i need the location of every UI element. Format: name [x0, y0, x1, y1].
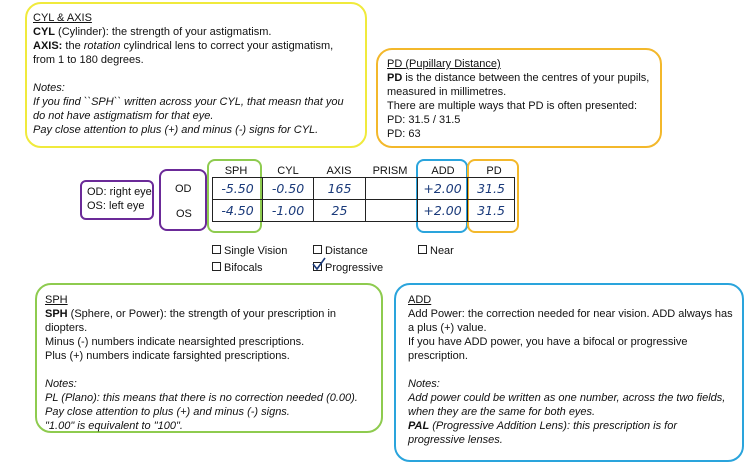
add-info-box: ADD Add Power: the correction needed for…: [394, 283, 744, 462]
od-sph-value: -5.50: [212, 177, 263, 200]
eye-legend-box: OD: right eye OS: left eye: [80, 180, 154, 220]
od-pd-value: 31.5: [467, 177, 515, 200]
sph-column-frame: [207, 159, 262, 233]
pd-formats-line: There are multiple ways that PD is often…: [387, 100, 638, 112]
axis-rotation-word: rotation: [83, 40, 121, 52]
sph-definition: SPH (Sphere, or Power): the strength of …: [45, 308, 337, 334]
axis-term: AXIS:: [33, 40, 63, 52]
pd-column-frame: [467, 159, 519, 233]
os-pd-value: 31.5: [467, 199, 515, 222]
checkbox-square: [212, 245, 221, 254]
checkbox-square: [313, 245, 322, 254]
sph-term: SPH: [45, 308, 68, 320]
header-prism: PRISM: [372, 165, 408, 177]
os-axis-value: 25: [313, 199, 366, 222]
checkbox-bifocals[interactable]: Bifocals: [212, 261, 263, 275]
pd-example-2: PD: 63: [387, 128, 421, 140]
row-label-od: OD: [175, 183, 192, 195]
checkbox-distance[interactable]: Distance: [313, 244, 368, 258]
cyl-note-1: If you find ``SPH`` written across your …: [33, 96, 344, 122]
cyl-text: (Cylinder): the strength of your astigma…: [55, 26, 272, 38]
pd-example-1: PD: 31.5 / 31.5: [387, 114, 461, 126]
add-title: ADD: [408, 294, 432, 306]
sph-minus-line: Minus (-) numbers indicate nearsighted p…: [45, 336, 305, 348]
sph-info-box: SPH SPH (Sphere, or Power): the strength…: [35, 283, 383, 433]
legend-os: OS: left eye: [87, 200, 145, 212]
sph-note-1: PL (Plano): this means that there is no …: [45, 392, 358, 404]
od-cyl-value: -0.50: [262, 177, 314, 200]
header-sph: SPH: [224, 165, 248, 177]
os-prism-value: [365, 199, 418, 222]
sph-title: SPH: [45, 294, 68, 306]
pd-title: PD (Pupillary Distance): [387, 58, 501, 70]
os-add-value: +2.00: [417, 199, 468, 222]
cyl-term: CYL: [33, 26, 55, 38]
pd-info-box: PD (Pupillary Distance) PD is the distan…: [376, 48, 662, 148]
checkbox-square: [418, 245, 427, 254]
checkbox-progressive[interactable]: Progressive: [312, 257, 383, 275]
header-cyl: CYL: [277, 165, 299, 177]
add-notes-title: Notes:: [408, 378, 440, 390]
axis-definition: AXIS: the rotation cylindrical lens to c…: [33, 40, 334, 66]
row-label-os: OS: [176, 208, 192, 220]
sph-notes-title: Notes:: [45, 378, 77, 390]
od-prism-value: [365, 177, 418, 200]
cyl-definition: CYL (Cylinder): the strength of your ast…: [33, 25, 357, 39]
cyl-note-2: Pay close attention to plus (+) and minu…: [33, 124, 319, 136]
pd-term: PD: [387, 72, 403, 84]
add-definition: Add Power: the correction needed for nea…: [408, 308, 733, 334]
row-labels-frame: [159, 169, 207, 231]
add-note-1: Add power could be written as one number…: [408, 392, 726, 418]
cyl-axis-title: CYL & AXIS: [33, 12, 92, 24]
checkbox-square-checked: [312, 257, 326, 271]
checkbox-single-vision[interactable]: Single Vision: [212, 244, 287, 258]
pd-definition: PD is the distance between the centres o…: [387, 72, 650, 98]
add-bifocal-line: If you have ADD power, you have a bifoca…: [408, 336, 688, 362]
sph-plus-line: Plus (+) numbers indicate farsighted pre…: [45, 350, 290, 362]
sph-note-3: "1.00" is equivalent to "100".: [45, 420, 183, 432]
header-add: ADD: [431, 165, 455, 177]
header-axis: AXIS: [326, 165, 352, 177]
checkbox-near[interactable]: Near: [418, 244, 454, 258]
od-add-value: +2.00: [417, 177, 468, 200]
os-sph-value: -4.50: [212, 199, 263, 222]
os-cyl-value: -1.00: [262, 199, 314, 222]
sph-note-2: Pay close attention to plus (+) and minu…: [45, 406, 290, 418]
checkbox-square: [212, 262, 221, 271]
header-pd: PD: [486, 165, 502, 177]
add-note-pal: PAL (Progressive Addition Lens): this pr…: [408, 420, 677, 446]
checkmark-icon: [312, 257, 326, 271]
cyl-axis-info-box: CYL & AXIS CYL (Cylinder): the strength …: [25, 2, 367, 148]
pal-term: PAL: [408, 420, 430, 432]
od-axis-value: 165: [313, 177, 366, 200]
cyl-notes-title: Notes:: [33, 82, 65, 94]
legend-od: OD: right eye: [87, 186, 152, 198]
